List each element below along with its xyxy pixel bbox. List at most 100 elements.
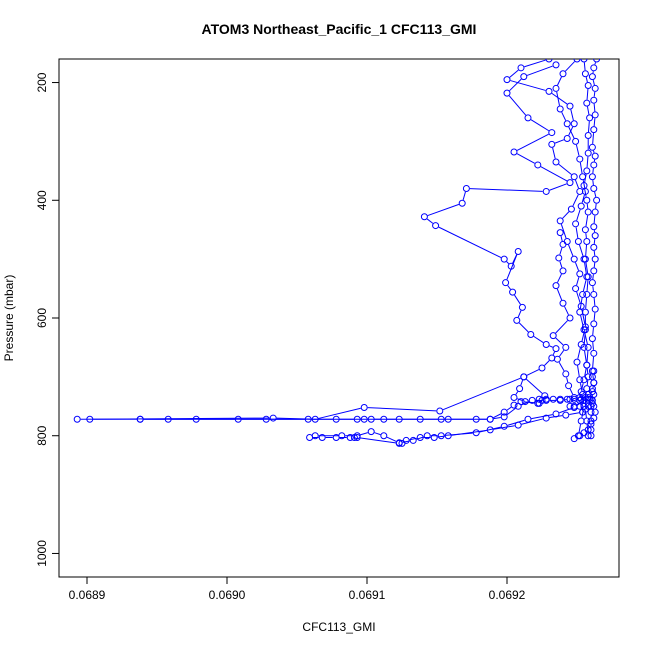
data-point (500, 255, 508, 263)
series-segment (585, 77, 588, 83)
series-segment (521, 401, 530, 406)
series-segment (573, 397, 577, 400)
series-segment (552, 351, 556, 356)
data-point (590, 320, 598, 328)
data-point (591, 305, 599, 313)
series-segment (593, 118, 596, 127)
series-segment (584, 368, 587, 377)
data-point (576, 402, 584, 410)
series-segment (593, 103, 596, 112)
data-point (584, 208, 592, 216)
y-axis-label: Pressure (mbar) (2, 275, 16, 362)
data-point (516, 385, 524, 393)
series-segment (520, 379, 524, 386)
series-segment (426, 218, 434, 224)
series-segment (568, 244, 574, 257)
data-point (556, 229, 564, 237)
data-point (545, 59, 553, 63)
data-point (136, 415, 144, 423)
data-point (350, 433, 358, 441)
data-point (583, 273, 591, 281)
data-point (552, 61, 560, 69)
data-point (538, 364, 546, 372)
series-segment (559, 261, 563, 268)
data-point (581, 323, 589, 331)
data-point (593, 196, 601, 204)
data-point (570, 435, 578, 443)
series-6 (549, 229, 578, 401)
data-point (420, 213, 428, 221)
series-segment (581, 409, 584, 418)
x-tick-label: 0.0689 (69, 588, 106, 602)
data-point (542, 395, 550, 403)
data-point (556, 395, 564, 403)
series-segment (586, 424, 589, 433)
data-point (588, 279, 596, 287)
series-segment (587, 121, 590, 133)
series-segment (533, 335, 544, 344)
data-point (590, 290, 598, 298)
series-segment (514, 294, 521, 305)
data-point (591, 208, 599, 216)
data-point (581, 226, 589, 234)
series-segment (568, 126, 575, 139)
data-point (581, 70, 589, 78)
data-point (462, 185, 470, 192)
x-tick-label: 0.0690 (209, 588, 246, 602)
data-point (591, 255, 599, 263)
data-point (559, 299, 567, 307)
data-point (570, 395, 578, 403)
series-segment (526, 369, 540, 376)
series-segment (584, 188, 587, 197)
data-point (553, 355, 561, 363)
data-point (580, 255, 588, 263)
plot-frame (58, 58, 620, 578)
series-segment (516, 133, 549, 151)
data-point (559, 267, 567, 275)
series-segment (593, 262, 596, 268)
data-point (520, 73, 528, 81)
data-point (584, 395, 592, 403)
data-point (572, 220, 580, 228)
data-point (590, 96, 598, 104)
series-segment (586, 88, 589, 100)
data-point (570, 173, 578, 181)
series-segment (558, 361, 565, 372)
data-point (514, 247, 522, 255)
series-segment (493, 413, 502, 419)
series-segment (493, 416, 501, 420)
data-point (580, 402, 588, 410)
data-point (269, 414, 277, 422)
series-segment (578, 424, 582, 433)
series-segment (386, 436, 397, 442)
data-point (332, 415, 340, 423)
series-segment (427, 203, 460, 217)
data-point (566, 395, 574, 403)
series-segment (581, 330, 586, 342)
data-point (580, 59, 588, 63)
data-point (583, 385, 591, 393)
series-segment (585, 233, 587, 239)
data-point (567, 205, 575, 213)
data-point (559, 240, 567, 248)
data-point (584, 132, 592, 140)
data-point (510, 393, 518, 401)
series-segment (581, 194, 585, 203)
data-point (73, 415, 81, 423)
x-axis: 0.0689 0.0690 0.0691 0.0692 (69, 577, 526, 602)
series-segment (592, 133, 595, 144)
series-segment (469, 188, 543, 192)
data-point (590, 379, 598, 387)
series-segment (583, 62, 586, 71)
series-segment (582, 397, 585, 403)
data-point (583, 237, 591, 245)
data-point (534, 161, 542, 169)
data-point (583, 290, 591, 298)
series-segment (517, 310, 522, 318)
series-segment (586, 203, 589, 209)
series-segment (506, 408, 516, 416)
data-point (510, 148, 518, 156)
data-point (524, 415, 532, 423)
series-segment (516, 153, 535, 164)
series-segment (585, 412, 587, 418)
